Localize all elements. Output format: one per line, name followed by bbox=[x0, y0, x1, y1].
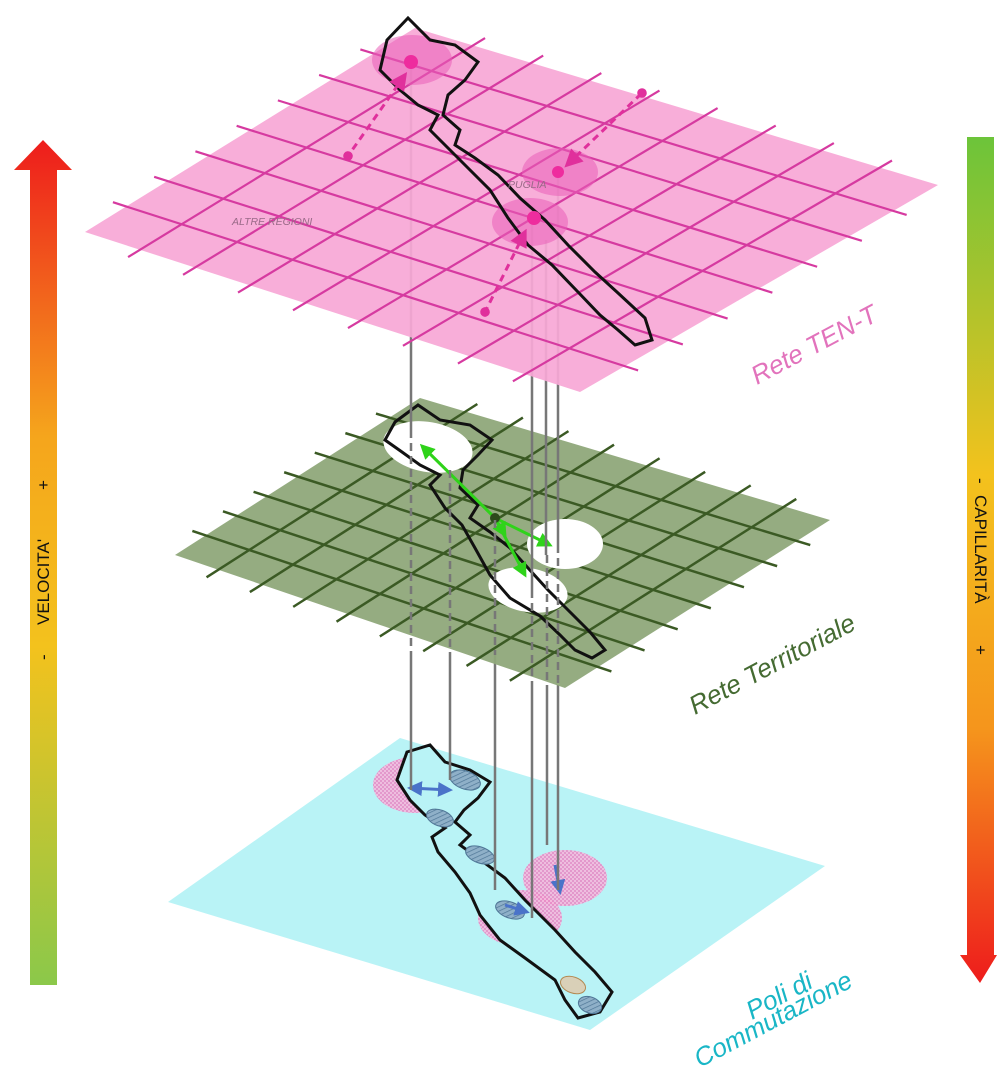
pole-zone bbox=[523, 850, 607, 906]
grid-line bbox=[195, 150, 728, 320]
puglia-label: PUGLIA bbox=[508, 179, 547, 191]
territorial-void bbox=[527, 519, 603, 569]
middle-connectors bbox=[409, 430, 560, 685]
local-link-arrow bbox=[407, 781, 453, 797]
grid-line bbox=[253, 490, 679, 631]
grid-line bbox=[379, 457, 661, 638]
tent-link-arrow bbox=[343, 72, 408, 161]
capillarity-plus: + bbox=[971, 645, 990, 655]
tent-hub bbox=[552, 166, 564, 178]
capillarity-arrow bbox=[960, 137, 997, 983]
grid-line bbox=[112, 201, 639, 372]
grid-line bbox=[335, 443, 615, 623]
velocity-label: VELOCITA' bbox=[34, 539, 53, 625]
tent-link-arrow bbox=[480, 228, 527, 317]
velocity-axis: + VELOCITA' - bbox=[14, 140, 72, 985]
territorial-hub bbox=[490, 513, 500, 523]
puglia-outline-poles bbox=[395, 743, 614, 1020]
local-pole bbox=[577, 995, 603, 1015]
poles-layer: Poli di Commutazione bbox=[168, 738, 857, 1073]
tent-hub bbox=[527, 211, 541, 225]
grid-line bbox=[512, 159, 893, 383]
grid-line bbox=[191, 529, 612, 673]
grid-line bbox=[292, 430, 570, 608]
grid-line bbox=[402, 124, 777, 347]
capillarity-axis: - CAPILLARITÀ + bbox=[960, 137, 997, 983]
territorial-layer: Rete Territoriale bbox=[175, 398, 860, 720]
tent-link-arrow bbox=[564, 88, 647, 168]
puglia-outline-tent bbox=[378, 15, 654, 347]
capillarity-label: CAPILLARITÀ bbox=[971, 495, 990, 604]
grid-line bbox=[314, 451, 745, 589]
grid-line bbox=[222, 510, 645, 652]
local-pole bbox=[426, 808, 454, 828]
grid-line bbox=[283, 471, 712, 610]
other-regions-label: ALTRE REGIONI bbox=[231, 216, 312, 228]
grid-line bbox=[182, 54, 544, 276]
local-pole bbox=[559, 975, 587, 995]
tent-layer-label: Rete TEN-T bbox=[746, 298, 884, 391]
capillarity-minus: - bbox=[971, 478, 990, 484]
velocity-plus: + bbox=[34, 480, 53, 490]
grid-line bbox=[465, 484, 752, 668]
grid-line bbox=[249, 416, 524, 594]
local-link-arrow bbox=[504, 901, 530, 916]
tent-layer: PUGLIA ALTRE REGIONI Rete TEN-T bbox=[85, 15, 938, 392]
lower-connectors bbox=[409, 655, 560, 918]
velocity-minus: - bbox=[34, 654, 53, 660]
grid-line bbox=[237, 72, 602, 294]
puglia-outline-territorial bbox=[383, 403, 608, 660]
grid-line bbox=[457, 142, 835, 365]
territorial-layer-label: Rete Territoriale bbox=[684, 607, 861, 720]
tent-hub bbox=[404, 55, 418, 69]
territorial-link-arrow bbox=[419, 443, 497, 520]
grid-line bbox=[153, 175, 684, 346]
velocity-arrow bbox=[14, 140, 72, 985]
territorial-grid bbox=[191, 402, 811, 682]
